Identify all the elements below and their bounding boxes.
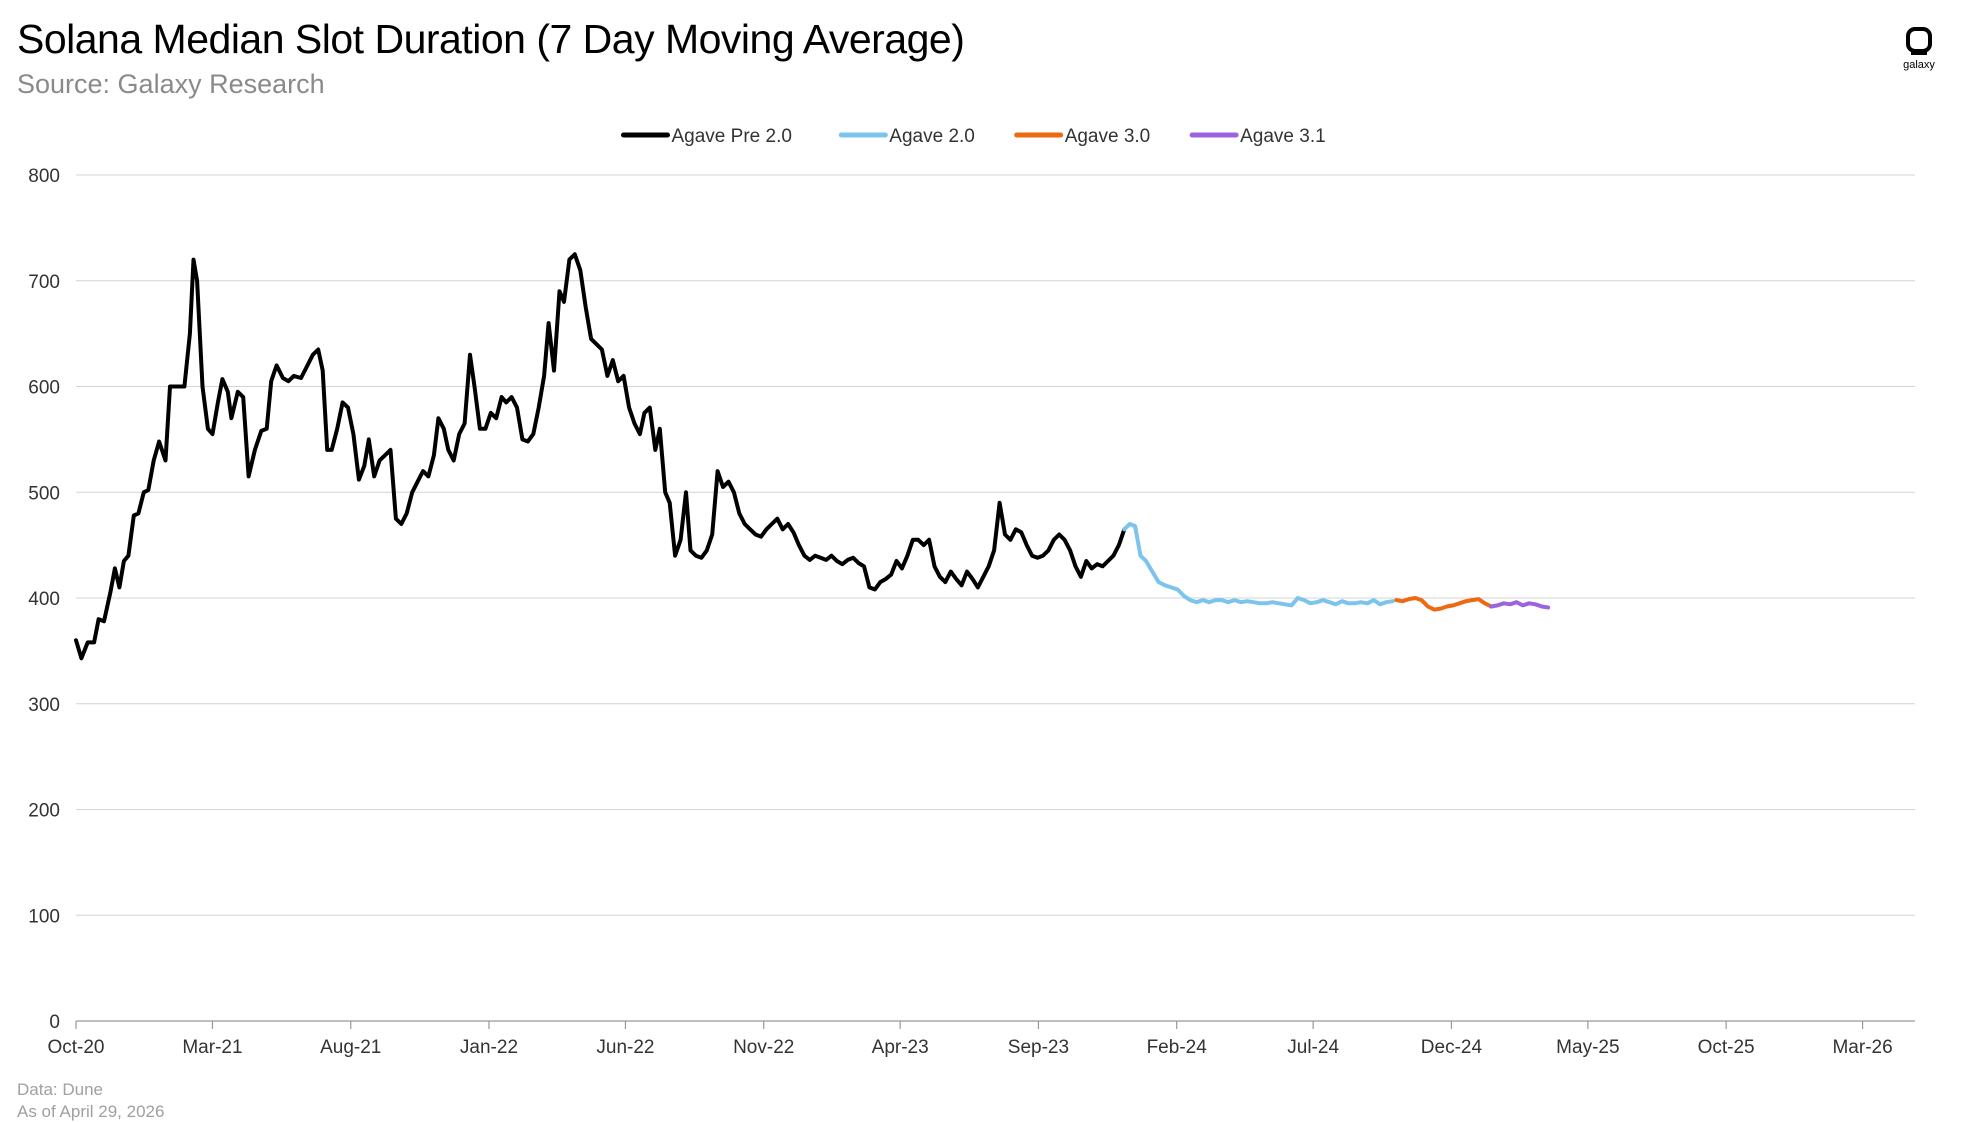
y-tick-label-800: 800 (28, 166, 60, 187)
x-tick-label-7: Sep-23 (1008, 1037, 1069, 1058)
legend-label-agave-2-0: Agave 2.0 (889, 126, 975, 147)
x-tick-label-9: Jul-24 (1287, 1037, 1339, 1058)
logo-text: galaxy (1903, 59, 1935, 71)
y-tick-label-600: 600 (28, 378, 60, 399)
x-tick-label-1: Mar-21 (182, 1037, 242, 1058)
galaxy-logo: galaxy (1887, 26, 1951, 71)
x-tick-label-13: Mar-26 (1832, 1037, 1892, 1058)
x-tick-label-11: May-25 (1556, 1037, 1619, 1058)
y-tick-label-500: 500 (28, 483, 60, 504)
galaxy-logo-icon (1906, 27, 1932, 55)
series-line-agave-3-1 (1489, 600, 1551, 610)
x-tick-label-4: Jun-22 (596, 1037, 654, 1058)
x-tick-label-6: Apr-23 (872, 1037, 929, 1058)
series-line-agave-3-0 (1394, 596, 1494, 612)
series-line-agave-pre-2-0 (74, 252, 1127, 661)
data-source-note: Data: Dune (17, 1080, 103, 1099)
series-line-agave-2-0 (1122, 522, 1395, 608)
legend-label-agave-3-1: Agave 3.1 (1240, 126, 1326, 147)
y-tick-label-700: 700 (28, 272, 60, 293)
x-tick-label-10: Dec-24 (1421, 1037, 1483, 1058)
legend-label-agave-pre-2-0: Agave Pre 2.0 (672, 126, 792, 147)
x-tick-label-3: Jan-22 (460, 1037, 518, 1058)
chart-title: Solana Median Slot Duration (7 Day Movin… (17, 16, 965, 62)
y-tick-label-0: 0 (49, 1012, 60, 1033)
x-tick-label-0: Oct-20 (47, 1037, 104, 1058)
as-of-note: As of April 29, 2026 (17, 1102, 165, 1121)
y-tick-label-200: 200 (28, 801, 60, 822)
x-tick-label-12: Oct-25 (1698, 1037, 1755, 1058)
legend-label-agave-3-0: Agave 3.0 (1065, 126, 1151, 147)
y-tick-label-100: 100 (28, 906, 60, 927)
x-tick-label-5: Nov-22 (733, 1037, 794, 1058)
chart-subtitle: Source: Galaxy Research (17, 69, 325, 99)
y-tick-label-300: 300 (28, 695, 60, 716)
x-tick-label-8: Feb-24 (1147, 1037, 1208, 1058)
y-tick-label-400: 400 (28, 589, 60, 610)
x-tick-label-2: Aug-21 (320, 1037, 381, 1058)
